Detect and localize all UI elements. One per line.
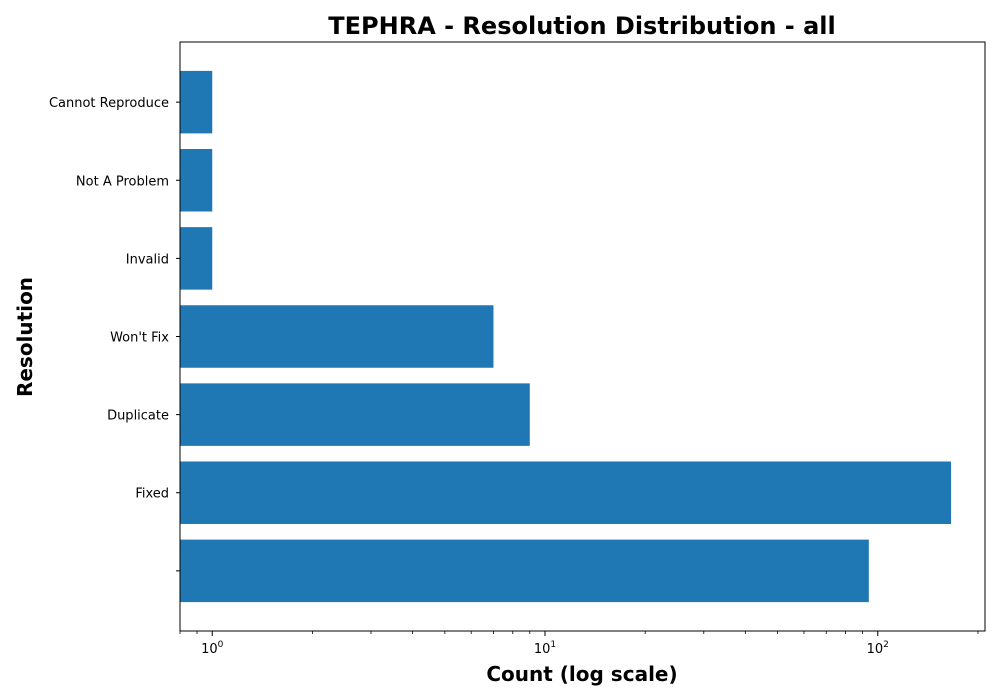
bar-fixed — [180, 461, 952, 524]
bar-not-a-problem — [180, 149, 213, 212]
chart-title: TEPHRA - Resolution Distribution - all — [328, 12, 835, 40]
x-tick-label: 102 — [867, 640, 889, 657]
y-axis-ticks: Fixed Duplicate Won't Fix Invalid Not A Prob… — [49, 96, 180, 572]
y-tick-label: Not A Problem — [76, 174, 169, 189]
x-tick-label: 101 — [534, 640, 556, 657]
y-tick-label: Duplicate — [107, 409, 169, 424]
x-tick-label: 100 — [201, 640, 224, 657]
bar-cannot-reproduce — [180, 70, 213, 134]
y-tick-label: Fixed — [135, 487, 169, 502]
y-axis-label: Resolution — [13, 277, 37, 397]
x-axis-label: Count (log scale) — [486, 662, 677, 686]
y-tick-label: Won't Fix — [110, 331, 169, 346]
y-tick-label: Invalid — [126, 252, 169, 267]
bar-duplicate — [180, 383, 530, 446]
plot-frame — [179, 41, 986, 632]
bars-group — [180, 70, 952, 603]
bar-blank — [180, 539, 869, 603]
x-axis-ticks: 100 101 102 — [179, 631, 979, 657]
y-tick-label: Cannot Reproduce — [49, 96, 169, 111]
bar-won-t-fix — [180, 305, 494, 368]
bar-invalid — [180, 227, 213, 290]
